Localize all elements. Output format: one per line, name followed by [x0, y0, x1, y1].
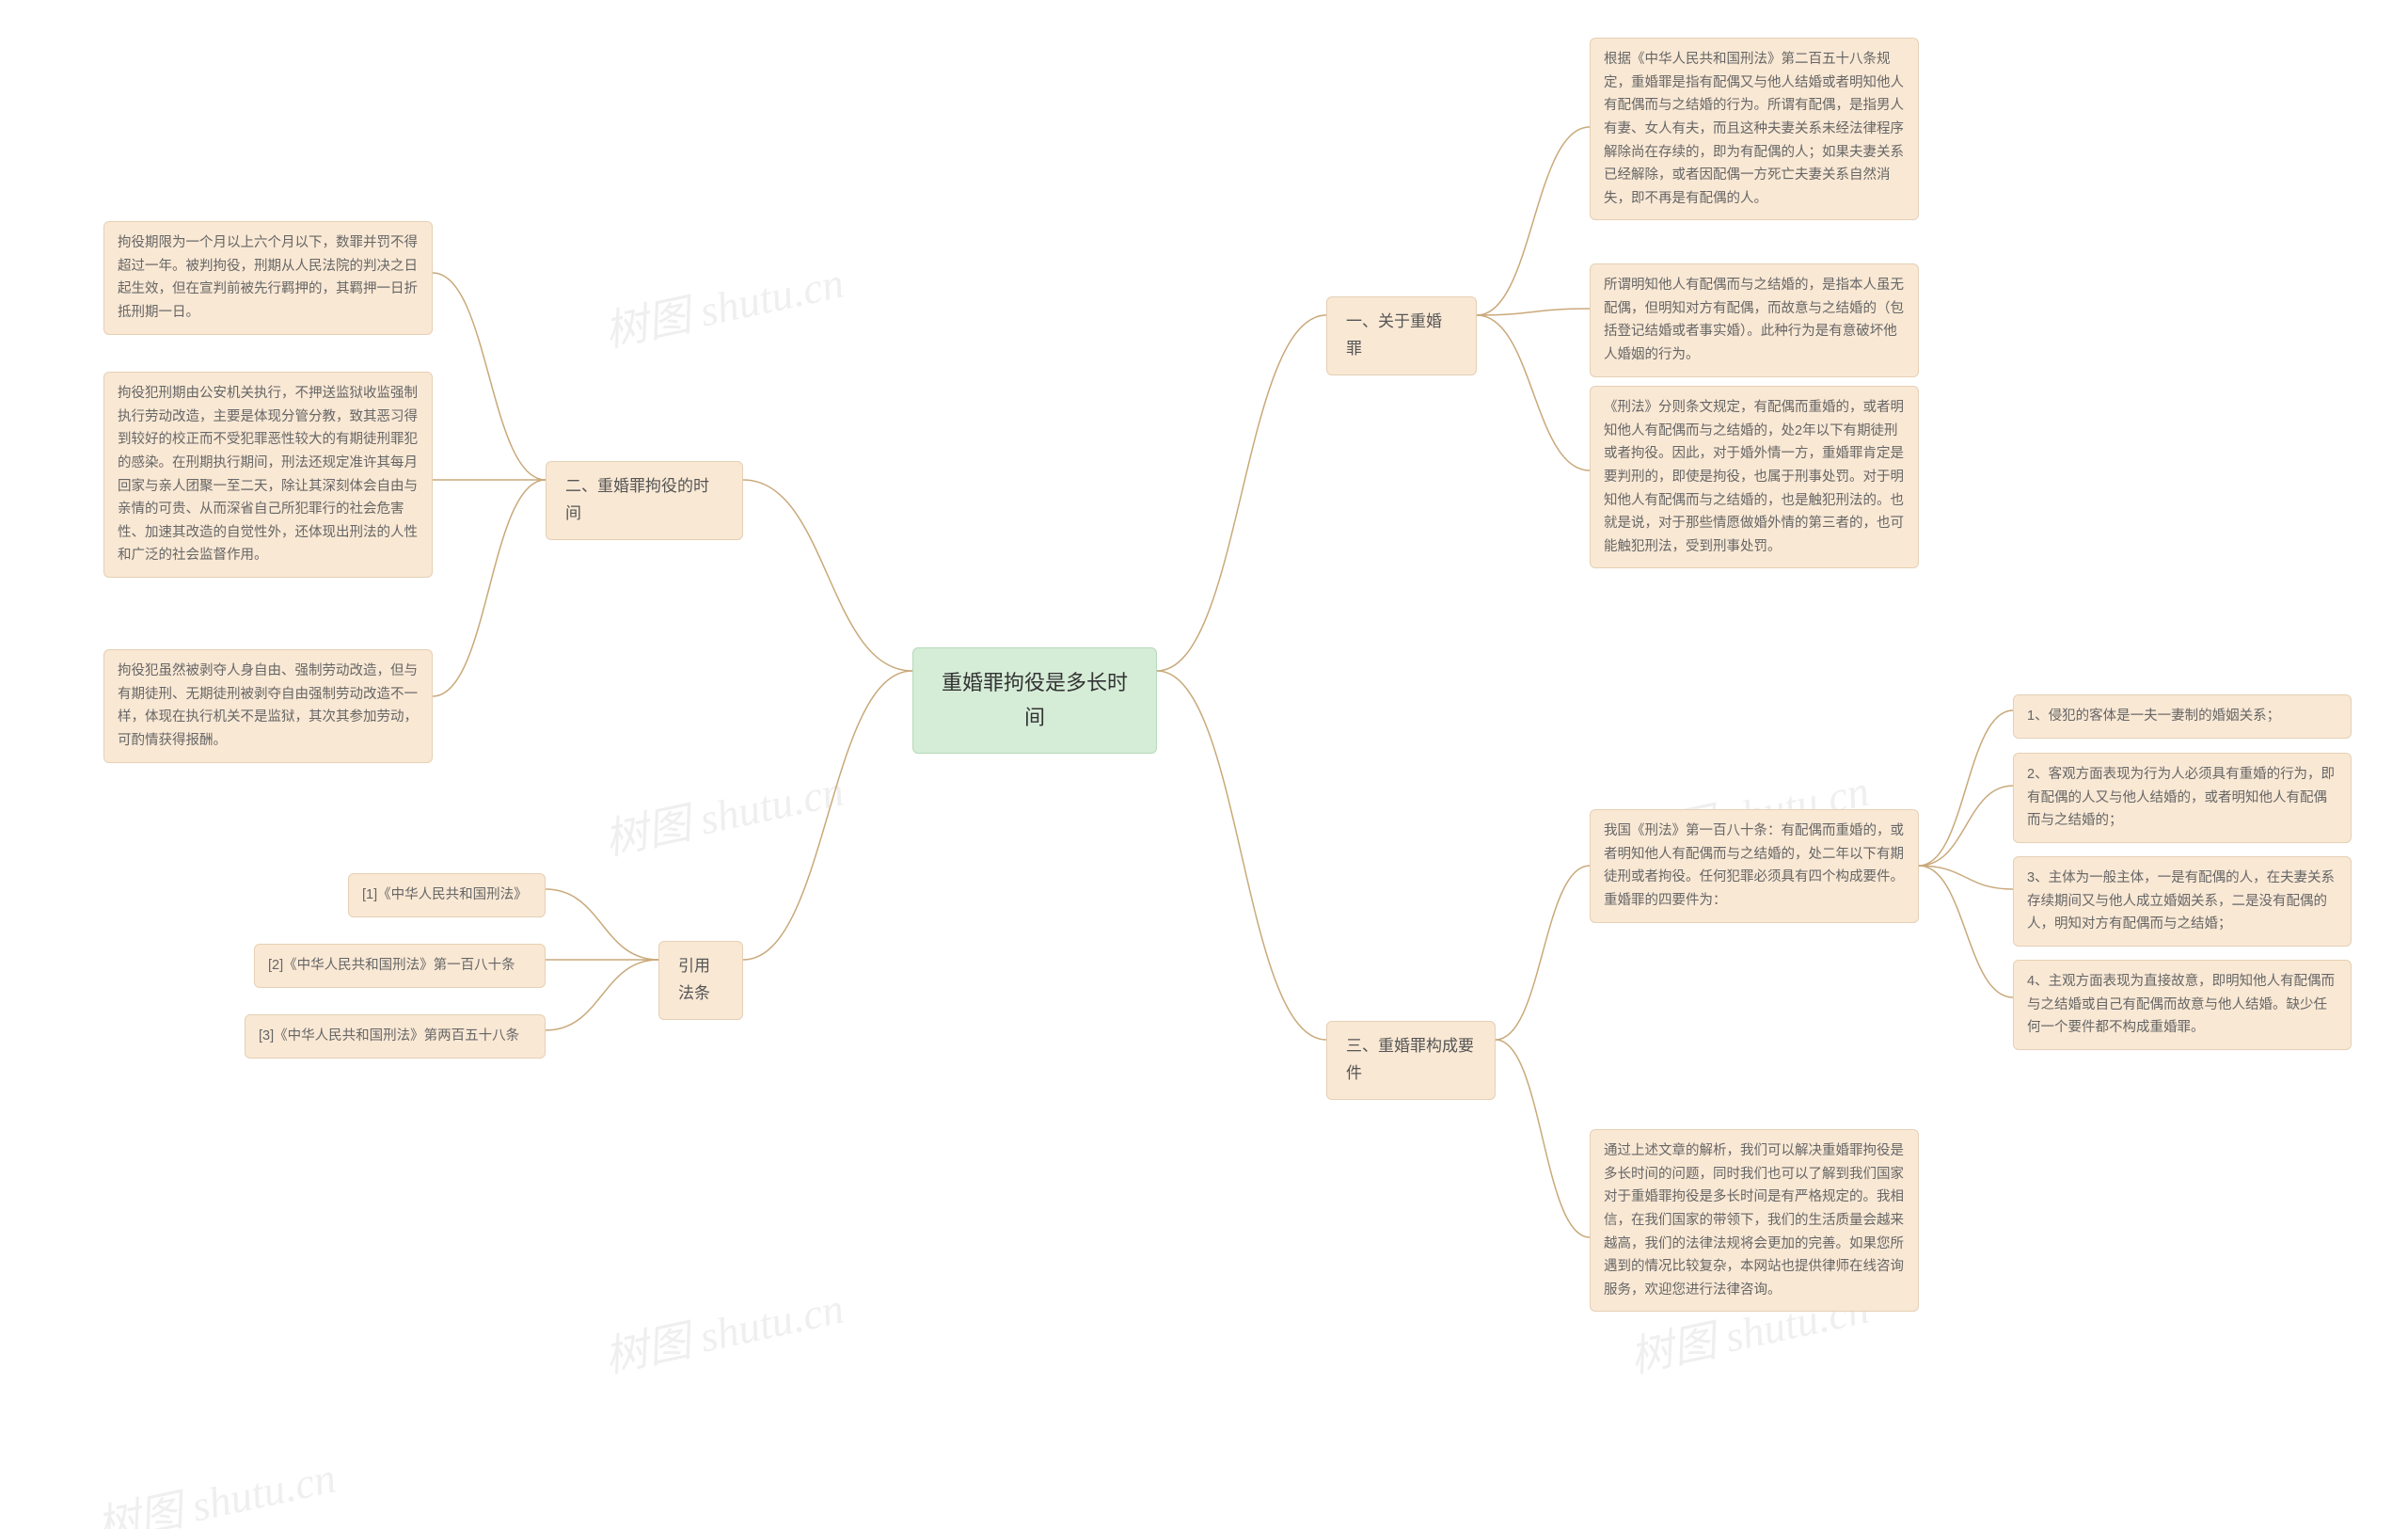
leaf-b3-3: 3、主体为一般主体，一是有配偶的人，在夫妻关系存续期间又与他人成立婚姻关系，二是… [2013, 856, 2352, 947]
root-node: 重婚罪拘役是多长时间 [912, 647, 1157, 754]
watermark: 树图 shutu.cn [598, 757, 848, 868]
leaf-b3-2: 2、客观方面表现为行为人必须具有重婚的行为，即有配偶的人又与他人结婚的，或者明知… [2013, 753, 2352, 843]
leaf-b3-intro: 我国《刑法》第一百八十条：有配偶而重婚的，或者明知他人有配偶而与之结婚的，处二年… [1590, 809, 1919, 923]
leaf-b2-1: 拘役期限为一个月以上六个月以下，数罪并罚不得超过一年。被判拘役，刑期从人民法院的… [103, 221, 433, 335]
leaf-b1-3: 《刑法》分则条文规定，有配偶而重婚的，或者明知他人有配偶而与之结婚的，处2年以下… [1590, 386, 1919, 568]
leaf-b3-1: 1、侵犯的客体是一夫一妻制的婚姻关系； [2013, 694, 2352, 739]
branch-4: 引用法条 [658, 941, 743, 1020]
branch-3: 三、重婚罪构成要件 [1326, 1021, 1496, 1100]
leaf-b4-3: [3]《中华人民共和国刑法》第两百五十八条 [245, 1014, 546, 1059]
leaf-b1-1: 根据《中华人民共和国刑法》第二百五十八条规定，重婚罪是指有配偶又与他人结婚或者明… [1590, 38, 1919, 220]
watermark: 树图 shutu.cn [598, 248, 848, 359]
leaf-b2-2: 拘役犯刑期由公安机关执行，不押送监狱收监强制执行劳动改造，主要是体现分管分教，致… [103, 372, 433, 578]
leaf-b4-1: [1]《中华人民共和国刑法》 [348, 873, 546, 917]
branch-1: 一、关于重婚罪 [1326, 296, 1477, 375]
watermark: 树图 shutu.cn [598, 1274, 848, 1385]
branch-2: 二、重婚罪拘役的时间 [546, 461, 743, 540]
watermark: 树图 shutu.cn [90, 1443, 341, 1529]
leaf-b3-4: 4、主观方面表现为直接故意，即明知他人有配偶而与之结婚或自己有配偶而故意与他人结… [2013, 960, 2352, 1050]
leaf-b1-2: 所谓明知他人有配偶而与之结婚的，是指本人虽无配偶，但明知对方有配偶，而故意与之结… [1590, 263, 1919, 377]
leaf-b2-3: 拘役犯虽然被剥夺人身自由、强制劳动改造，但与有期徒刑、无期徒刑被剥夺自由强制劳动… [103, 649, 433, 763]
leaf-b3-outro: 通过上述文章的解析，我们可以解决重婚罪拘役是多长时间的问题，同时我们也可以了解到… [1590, 1129, 1919, 1312]
leaf-b4-2: [2]《中华人民共和国刑法》第一百八十条 [254, 944, 546, 988]
